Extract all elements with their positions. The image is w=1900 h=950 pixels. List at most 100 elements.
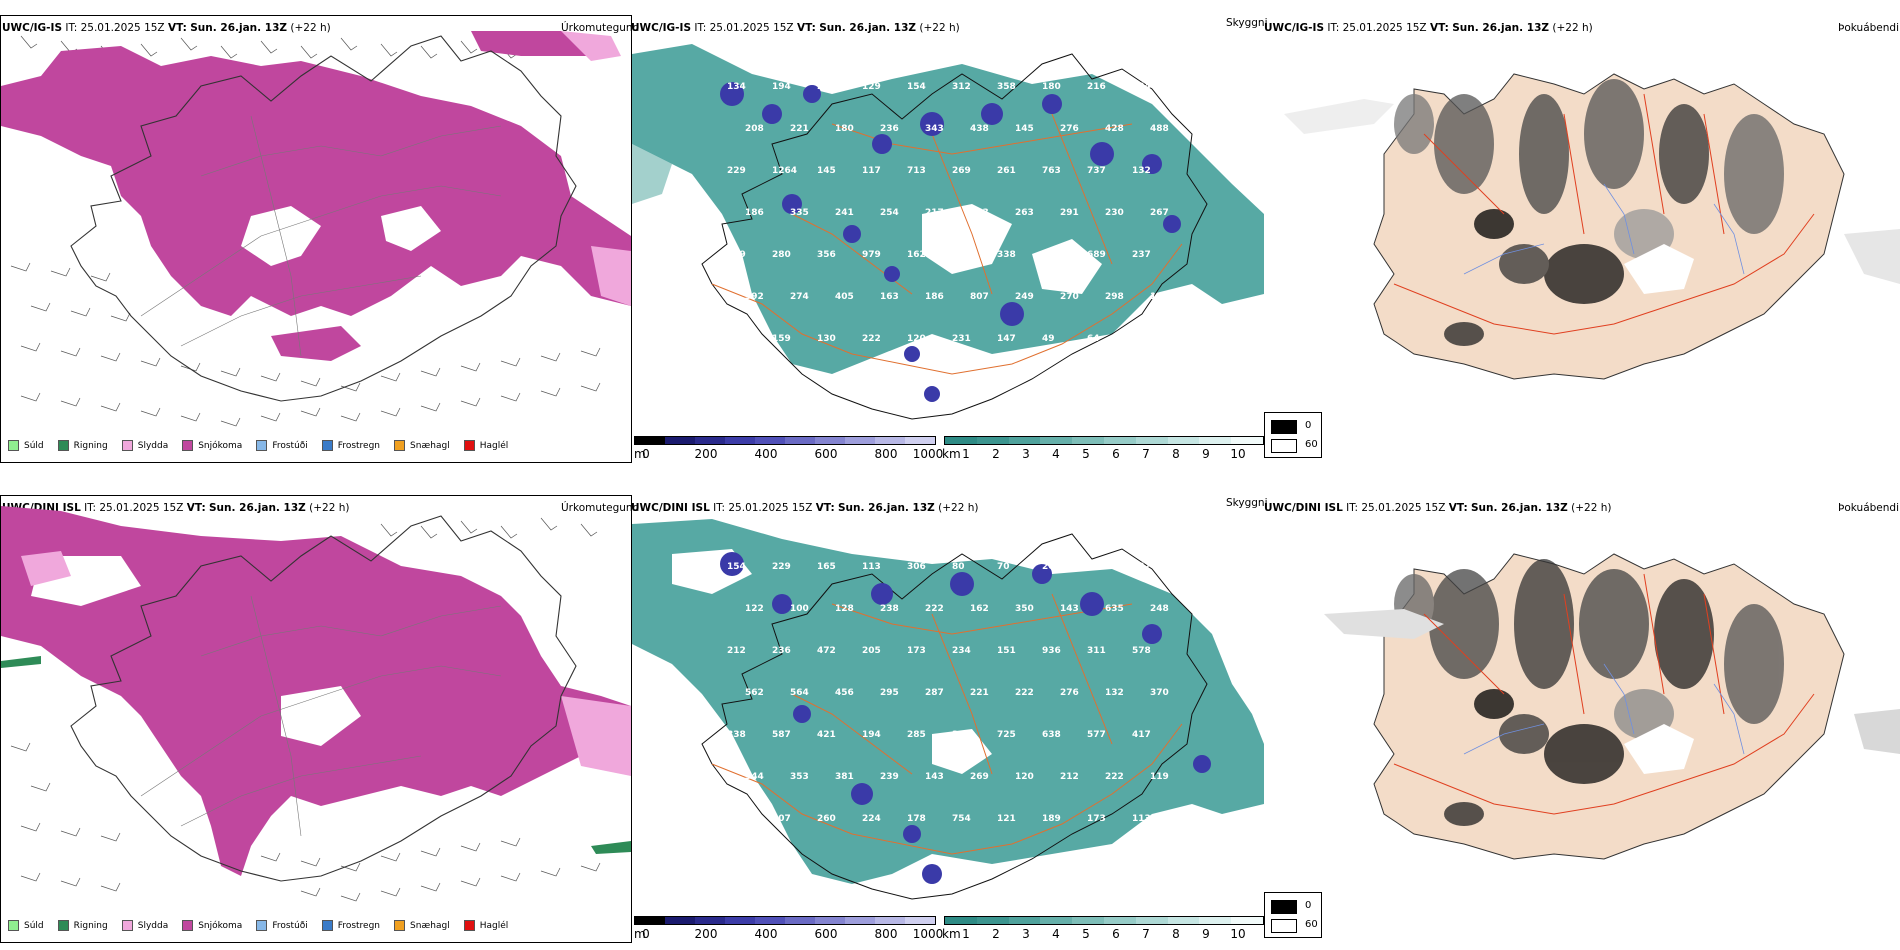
peak-label: 562 bbox=[745, 688, 764, 698]
peak-label: 356 bbox=[817, 250, 836, 260]
sleet-area bbox=[561, 31, 621, 61]
peak-label: 370 bbox=[1150, 688, 1169, 698]
swatch-drizzle bbox=[8, 920, 19, 931]
peak-label: 291 bbox=[1060, 208, 1079, 218]
swatch-rain bbox=[57, 920, 69, 931]
peak-label: 635 bbox=[1105, 604, 1124, 614]
peak-label: 338 bbox=[727, 730, 746, 740]
peak-label: 274 bbox=[790, 292, 809, 302]
tick: 10 bbox=[1230, 447, 1246, 461]
peak-label: 353 bbox=[790, 772, 809, 782]
peak-label: 335 bbox=[790, 208, 809, 218]
precip-type-map-row1 bbox=[0, 15, 632, 463]
swatch-graupel bbox=[394, 440, 406, 451]
coastline bbox=[701, 53, 1208, 420]
tick: 2 bbox=[992, 447, 1000, 461]
visibility-colorbar-row1 bbox=[944, 436, 1264, 445]
fog-title-row2: Þokuábendi bbox=[1838, 502, 1899, 514]
elevation-peaks bbox=[720, 552, 1211, 884]
peak-label: 241 bbox=[835, 208, 854, 218]
fog-title-row1: Þokuábendi bbox=[1838, 22, 1899, 34]
sleet-area bbox=[591, 246, 631, 306]
fog-swatch-60 bbox=[1271, 439, 1297, 453]
clear-interior bbox=[1624, 724, 1694, 774]
clear-interior bbox=[1624, 244, 1694, 294]
swatch-freezing-drizzle bbox=[256, 920, 268, 931]
elevation-colorbar-row1 bbox=[634, 436, 936, 445]
peak-label: 754 bbox=[952, 814, 971, 824]
peak-label: 472 bbox=[817, 646, 836, 656]
legend-label: Súld bbox=[24, 440, 44, 451]
low-visibility-area bbox=[632, 519, 1264, 884]
fog-shading bbox=[1394, 79, 1784, 346]
peak-label: 230 bbox=[1105, 208, 1124, 218]
peak-label: 936 bbox=[1042, 646, 1061, 656]
peak-label: 338 bbox=[997, 250, 1016, 260]
peak-label: 224 bbox=[1132, 82, 1151, 92]
peak-label: 145 bbox=[1015, 124, 1034, 134]
peak-label: 49 bbox=[1042, 334, 1055, 344]
roads bbox=[140, 595, 502, 837]
low-visibility-area bbox=[632, 144, 672, 204]
legend-item-graupel: Snæhagl bbox=[394, 920, 450, 931]
peak-label: 208 bbox=[745, 124, 764, 134]
peak-label: 120 bbox=[907, 334, 926, 344]
peak-label: 143 bbox=[1060, 604, 1079, 614]
tick: 0 bbox=[642, 927, 650, 941]
swatch-freezing-drizzle bbox=[256, 440, 268, 451]
fog-shading bbox=[1394, 559, 1784, 826]
elevation-unit-row2: m bbox=[634, 927, 646, 941]
legend-label: Frostúði bbox=[272, 440, 308, 451]
tick: 7 bbox=[1142, 447, 1150, 461]
peak-label: 221 bbox=[790, 124, 809, 134]
visibility-map-svg-row2: 154 229 165 113 306 80 70 200 119 137 122 100 128 238… bbox=[632, 519, 1264, 900]
fog-legend-row2: 0 60 bbox=[1264, 892, 1322, 938]
legend-label: Snæhagl bbox=[410, 920, 450, 931]
roads bbox=[711, 113, 1183, 375]
peak-label: 122 bbox=[745, 604, 764, 614]
legend-item-drizzle: Súld bbox=[8, 440, 44, 451]
tick: 600 bbox=[814, 447, 838, 461]
peak-label: 222 bbox=[925, 604, 944, 614]
snow-area bbox=[1, 46, 631, 316]
peak-label: 222 bbox=[1105, 772, 1124, 782]
peak-label: 100 bbox=[790, 604, 809, 614]
tick: 1 bbox=[962, 447, 970, 461]
visibility-unit-row2: km bbox=[942, 927, 961, 941]
fog-label-60: 60 bbox=[1305, 439, 1318, 450]
peak-label: 137 bbox=[1132, 562, 1151, 572]
fog-label-0: 0 bbox=[1305, 900, 1312, 911]
peak-label: 276 bbox=[1060, 124, 1079, 134]
peak-label: 303 bbox=[952, 730, 971, 740]
peak-label: 712 bbox=[952, 250, 971, 260]
legend-item-sleet: Slydda bbox=[121, 920, 168, 931]
peak-label: 200 bbox=[1042, 562, 1061, 572]
peak-label: 234 bbox=[952, 646, 971, 656]
swatch-graupel bbox=[394, 920, 406, 931]
precip-legend-row2: Súld Rigning Slydda Snjókoma Frostúði Fr… bbox=[8, 920, 522, 931]
tick: 3 bbox=[1022, 447, 1030, 461]
legend-item-freezing-rain: Frostregn bbox=[321, 440, 380, 451]
header-visibility-row1: UWC/IG-IS IT: 25.01.2025 15Z VT: Sun. 26… bbox=[631, 22, 960, 34]
fog-label-0: 0 bbox=[1305, 420, 1312, 431]
peak-label: 307 bbox=[772, 814, 791, 824]
peak-label: 178 bbox=[907, 814, 926, 824]
legend-item-freezing-drizzle: Frostúði bbox=[256, 920, 308, 931]
peak-label: 959 bbox=[727, 814, 746, 824]
header-fog-row1: UWC/IG-IS IT: 25.01.2025 15Z VT: Sun. 26… bbox=[1264, 22, 1593, 34]
peak-label: 159 bbox=[772, 334, 791, 344]
fog-map-row2 bbox=[1264, 514, 1900, 894]
peak-label: 229 bbox=[772, 562, 791, 572]
peak-label: 217 bbox=[925, 208, 944, 218]
peak-label: 270 bbox=[1060, 292, 1079, 302]
peak-label: 725 bbox=[997, 730, 1016, 740]
peak-label: 194 bbox=[772, 82, 791, 92]
visibility-colorbar-row2 bbox=[944, 916, 1264, 925]
legend-label: Haglél bbox=[479, 920, 509, 931]
white-fog-bank bbox=[1854, 709, 1900, 754]
peak-label: 269 bbox=[952, 166, 971, 176]
peak-label: 121 bbox=[997, 814, 1016, 824]
peak-label: 254 bbox=[880, 208, 899, 218]
tick: 800 bbox=[874, 447, 898, 461]
peak-label: 280 bbox=[772, 250, 791, 260]
